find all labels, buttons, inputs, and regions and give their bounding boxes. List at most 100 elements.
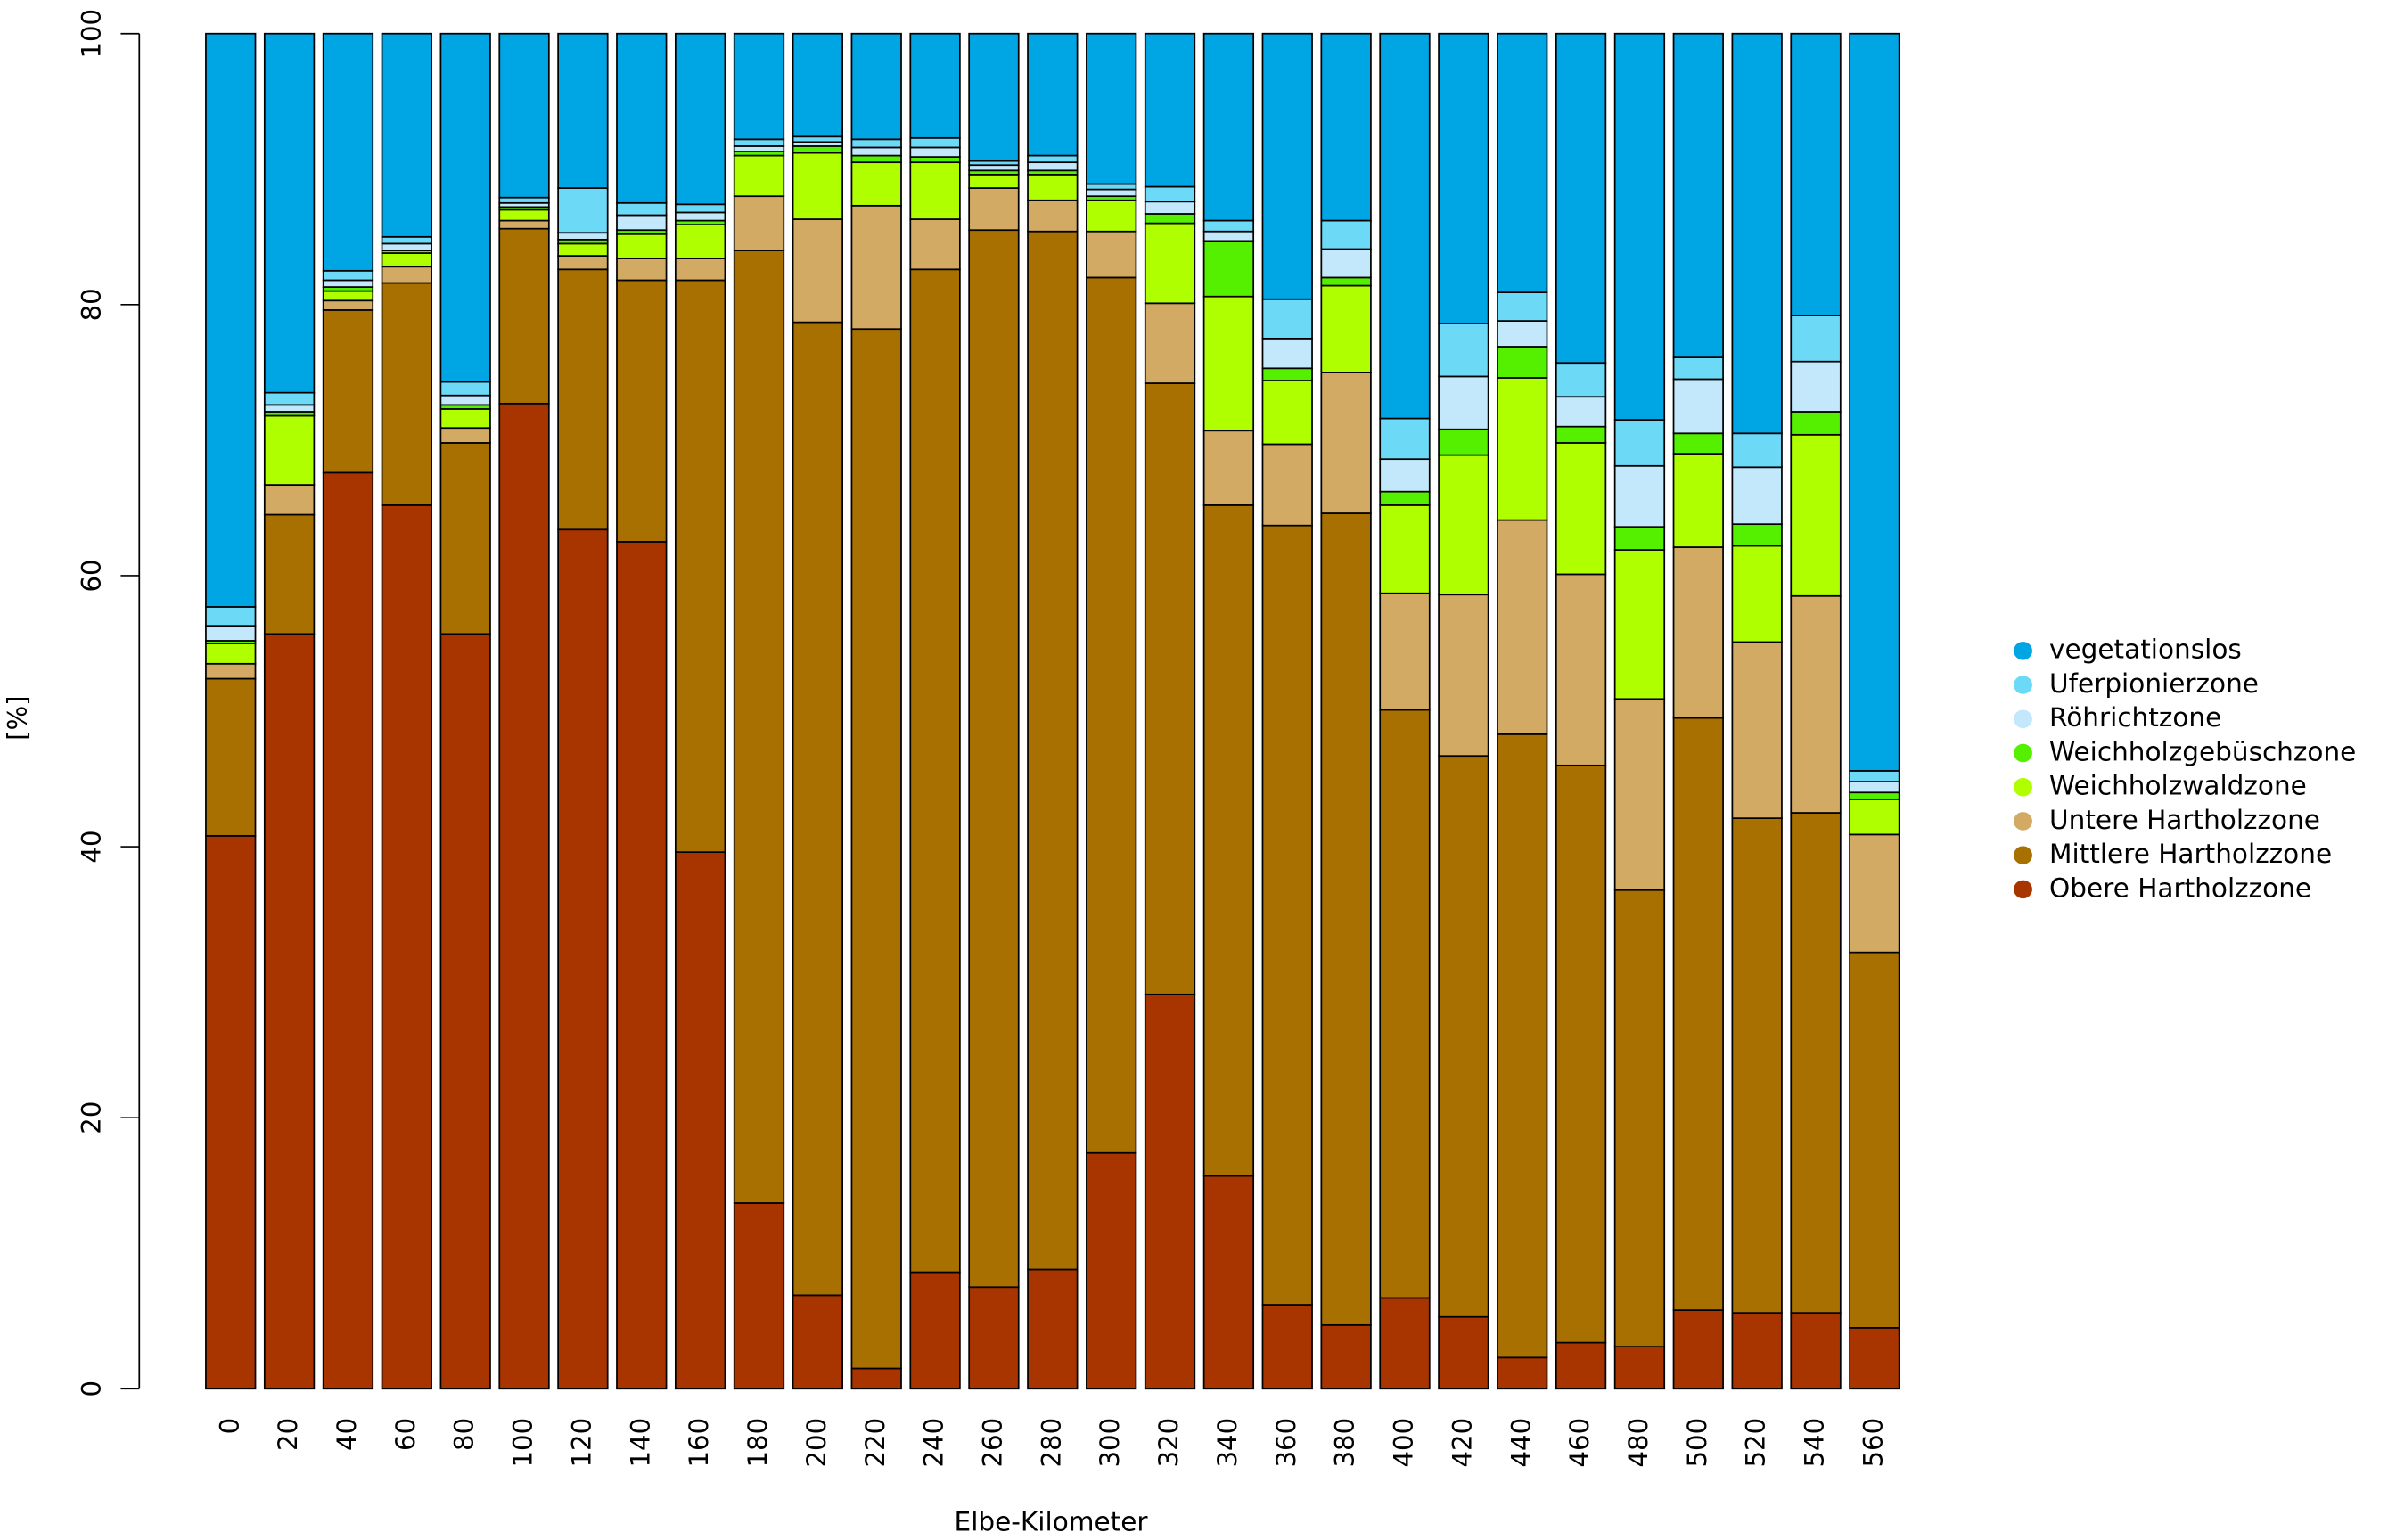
bar-segment — [850, 328, 902, 1370]
bar-segment — [1320, 284, 1372, 373]
bar-segment — [792, 32, 844, 138]
bar-segment — [1261, 1304, 1313, 1390]
bar-segment — [1438, 594, 1489, 758]
bar-segment — [1202, 230, 1255, 242]
bar-segment — [557, 187, 609, 234]
bar-segment — [205, 677, 257, 837]
bar-segment — [557, 242, 609, 257]
bar-segment — [1202, 295, 1255, 432]
bar-segment — [263, 513, 316, 635]
bar-segment — [1086, 230, 1137, 279]
bar-segment — [1849, 32, 1900, 772]
bar-segment — [909, 268, 961, 1274]
y-tick-label: 0 — [77, 1380, 107, 1397]
bar-segment — [1027, 1268, 1079, 1390]
bar-segment — [1849, 798, 1900, 836]
legend-label: Weichholzgebüschzone — [2049, 737, 2356, 767]
bar-segment — [381, 504, 432, 1390]
bar-segment — [381, 235, 432, 245]
x-tick-label: 460 — [1564, 1418, 1595, 1468]
bar-segment — [1672, 432, 1724, 455]
bar-segment — [322, 471, 374, 1390]
bar-segment — [557, 255, 609, 271]
bar-segment — [909, 146, 961, 158]
bar-segment — [1672, 378, 1724, 435]
bar-segment — [1555, 764, 1607, 1344]
bar-segment — [674, 258, 726, 282]
bar-segment — [263, 32, 316, 394]
bar-segment — [1320, 372, 1372, 514]
bar-segment — [1027, 32, 1079, 157]
bar-segment — [322, 290, 374, 302]
bar-segment — [1849, 770, 1900, 782]
bar-segment — [381, 32, 432, 238]
bar-segment — [263, 414, 316, 486]
bar-segment — [1672, 32, 1724, 358]
legend-marker — [2014, 880, 2032, 899]
bar-segment — [1379, 490, 1431, 506]
bar-segment — [733, 250, 785, 1204]
bar-segment — [909, 1271, 961, 1390]
bar-segment — [1261, 524, 1313, 1306]
bar-segment — [1202, 240, 1255, 298]
bar-segment — [1790, 812, 1842, 1314]
bar-segment — [1497, 320, 1548, 348]
bar-segment — [1438, 755, 1489, 1318]
bar-segment — [1849, 1327, 1900, 1390]
bar-segment — [1613, 32, 1666, 421]
bar-segment — [498, 219, 550, 230]
bar-segment — [1027, 230, 1079, 1271]
bar-segment — [616, 541, 668, 1390]
x-tick-label: 140 — [625, 1418, 655, 1468]
y-tick-label: 100 — [77, 9, 107, 59]
bar-segment — [205, 662, 257, 680]
bar-segment — [733, 1202, 785, 1390]
bar-segment — [1027, 199, 1079, 233]
x-tick-label: 100 — [507, 1418, 537, 1468]
bar-segment — [1555, 573, 1607, 766]
bar-segment — [1849, 833, 1900, 954]
bar-segment — [557, 268, 609, 531]
bar-segment — [1438, 1315, 1489, 1390]
legend-label: Weichholzwaldzone — [2049, 771, 2307, 801]
bar-segment — [616, 214, 668, 232]
x-tick-label: 80 — [449, 1418, 480, 1451]
bar-segment — [850, 32, 902, 141]
bar-segment — [1613, 889, 1666, 1348]
bar-segment — [1438, 32, 1489, 324]
bar-segment — [1613, 464, 1666, 528]
legend-marker — [2014, 642, 2032, 660]
bar-segment — [1086, 276, 1137, 1154]
legend-marker — [2014, 777, 2032, 797]
bar-segment — [909, 218, 961, 271]
bar-segment — [381, 252, 432, 268]
bar-segment — [1379, 32, 1431, 420]
legend-label: Mittlere Hartholzzone — [2049, 839, 2332, 869]
x-tick-label: 540 — [1799, 1418, 1829, 1468]
x-tick-label: 20 — [273, 1418, 303, 1451]
x-tick-label: 260 — [977, 1418, 1007, 1468]
bar-segment — [263, 404, 316, 413]
bar-segment — [733, 154, 785, 198]
bar-segment — [1144, 185, 1196, 203]
bar-segment — [792, 145, 844, 154]
bar-segment — [1790, 594, 1842, 814]
bar-segment — [674, 851, 726, 1390]
legend-marker — [2014, 812, 2032, 831]
bar-segment — [498, 209, 550, 222]
bar-segment — [439, 633, 491, 1390]
bar-segment — [733, 138, 785, 147]
y-tick-label: 40 — [77, 831, 107, 864]
x-tick-label: 420 — [1447, 1418, 1477, 1468]
bar-segment — [1320, 512, 1372, 1326]
bar-segment — [205, 32, 257, 608]
bar-segment — [1144, 213, 1196, 225]
bar-segment — [1672, 1309, 1724, 1390]
bar-segment — [1144, 382, 1196, 995]
x-axis-label: Elbe-Kilometer — [955, 1507, 1149, 1537]
bar-segment — [322, 299, 374, 311]
bar-segment — [1497, 519, 1548, 735]
bar-segment — [1790, 315, 1842, 363]
bar-segment — [1731, 466, 1783, 526]
legend-marker — [2014, 709, 2032, 729]
